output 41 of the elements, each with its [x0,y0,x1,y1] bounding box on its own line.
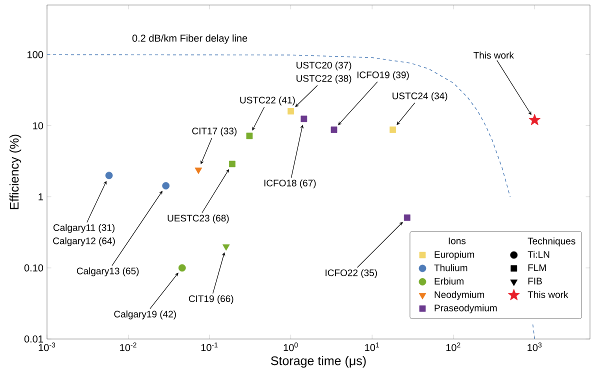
x-tick-label: 10$^{2}$ [446,342,460,352]
y-tick-label: 1 [38,193,43,200]
y-tick-label: 0.01 [24,335,43,343]
annotation: USTC22 (41) [240,96,295,106]
annotation: Calgary12 (64) [53,237,115,246]
x-tick-label: 10$^{-2}$ [120,342,136,352]
legend-label: Ti:LN [528,250,550,258]
annotation: CIT17 (33) [192,127,237,136]
annotation: UESTC23 (68) [168,214,229,224]
series-label: 0.2 dB/km Fiber delay line [132,34,248,44]
x-tick-label: 10$^{-3}$ [38,342,56,352]
legend-label: Neodymium [434,290,484,300]
y-tick-label: 0.10 [24,264,44,272]
legend-label: Thulium [434,264,468,272]
legend-label: FLM [528,264,546,271]
x-tick-label: 10$^{3}$ [528,342,542,352]
annotation: CIT19 (66) [188,295,234,304]
y-axis-title: Efficiency (%) [9,134,22,210]
x-tick-label: 10$^{-1}$ [201,342,218,352]
annotation: USTC20 (37) [296,62,352,70]
legend-label: Praseodymium [434,304,497,314]
legend-label: Erbium [434,278,464,285]
annotation: USTC22 (38) [296,74,352,84]
legend-title: Ions [448,238,466,244]
annotation: Techniques [528,237,576,246]
annotation: This work [474,52,514,59]
x-tick-label: 10$^{0}$ [284,342,298,352]
legend-label: This work [528,290,568,298]
y-tick-label: 10 [33,122,44,130]
legend-label: Europium [434,250,474,260]
y-tick-label: 100 [28,51,44,58]
x-tick-label: 10$^{1}$ [365,342,379,352]
annotation: USTC24 (34) [392,92,448,102]
annotation: Calgary13 (65) [76,267,139,276]
annotation: Calgary11 (31) [53,224,114,233]
annotation: ICFO22 (35) [326,269,377,278]
x-axis-title: Storage time (μs) [271,356,366,368]
annotation: ICFO18 (67) [264,179,316,188]
annotation: ICFO19 (39) [357,71,409,80]
legend-label: FIB [528,278,542,284]
annotation: Calgary19 (42) [114,310,176,320]
